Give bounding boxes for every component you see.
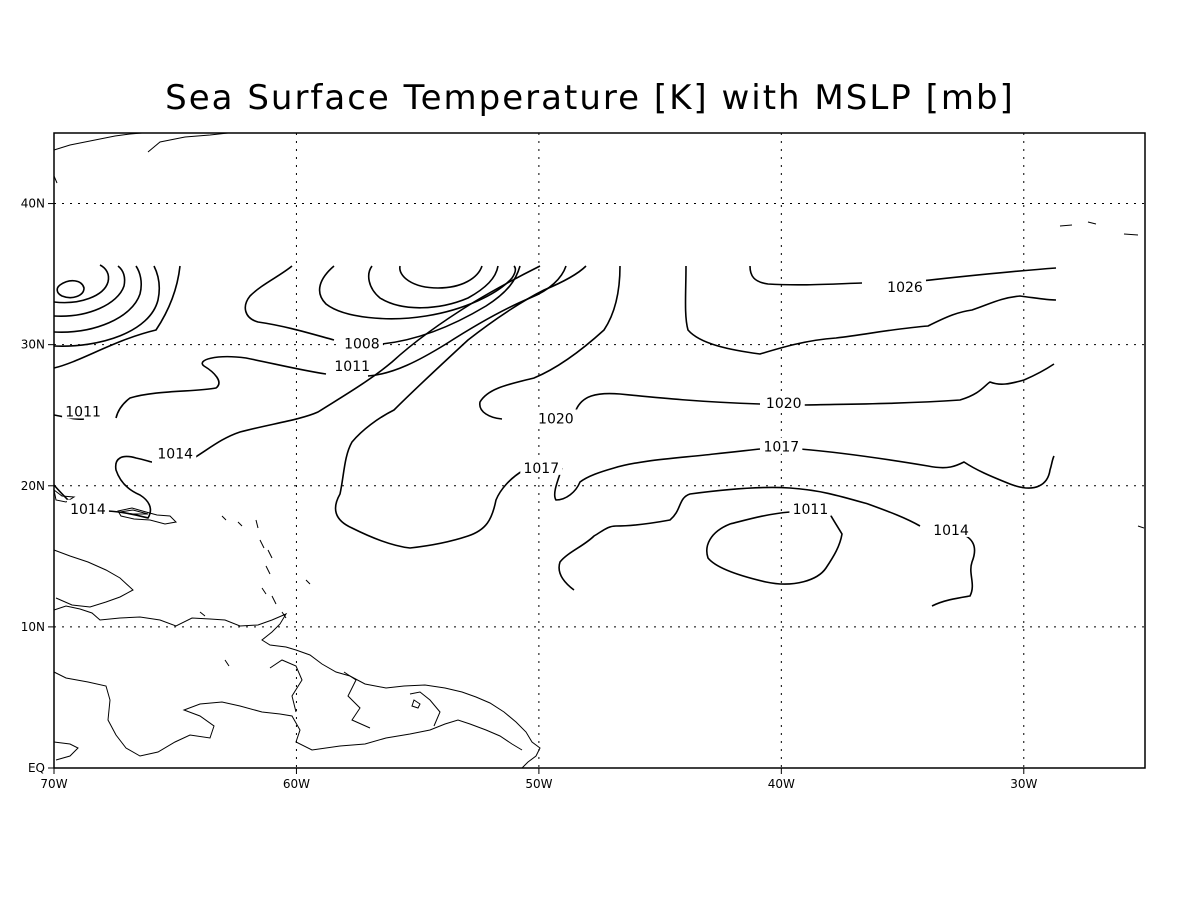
contour-1014-west — [53, 265, 541, 519]
contour-label-background — [930, 520, 973, 537]
map-frame — [53, 132, 1146, 769]
contour-label: 1017 — [764, 440, 800, 456]
coastline-lesser-antilles — [199, 515, 311, 667]
contour-high-ring-1 — [318, 265, 517, 320]
x-tick-label: 70W — [40, 777, 67, 791]
contour-low-ring-2 — [53, 265, 126, 317]
contour-label-background — [154, 444, 197, 461]
contour-label-background — [340, 334, 383, 351]
contour-1023-closure — [684, 265, 1057, 355]
contour-label: 1014 — [157, 447, 193, 463]
contour-1017-east — [553, 448, 1055, 501]
y-tick-label: EQ — [28, 761, 45, 775]
contour-label: 1011 — [334, 359, 370, 375]
contour-labels: 1026 1008 1011 1011 1020 1020 1014 1017 1017 1014… — [62, 278, 973, 539]
contour-1011-west — [53, 265, 181, 369]
contour-label-background — [760, 437, 803, 454]
contour-label-background — [883, 278, 926, 295]
x-tick-label: 60W — [283, 777, 310, 791]
contour-1014-east — [558, 486, 976, 607]
contour-label-background — [520, 458, 563, 475]
y-tick-label: 20N — [21, 479, 45, 493]
contour-1011-southwest — [53, 265, 567, 421]
contour-label-background — [789, 499, 832, 516]
y-tick-label: 10N — [21, 620, 45, 634]
contour-1020-west — [479, 265, 621, 420]
x-tick-label: 50W — [525, 777, 552, 791]
map-title: Sea Surface Temperature [K] with MSLP [m… — [165, 78, 1015, 118]
contour-label: 1014 — [70, 502, 106, 518]
contour-low-ring-4 — [53, 265, 161, 347]
contour-1017-west — [334, 265, 587, 549]
mslp-contours — [53, 264, 1057, 607]
coastline-north-america — [53, 132, 229, 184]
contour-label-background — [534, 409, 577, 426]
coastline-south-america — [53, 659, 523, 761]
contour-label: 1020 — [538, 411, 574, 427]
contour-label-background — [62, 402, 105, 419]
contour-label: 1011 — [65, 404, 101, 420]
contour-label-background — [66, 499, 109, 516]
contour-label-background — [331, 357, 374, 374]
coastline-azores — [1059, 221, 1145, 529]
coastline-caribbean-south — [53, 605, 541, 769]
coastlines — [53, 132, 1145, 769]
contour-high-ring-3 — [399, 265, 483, 289]
contour-low-ring-3 — [53, 265, 143, 333]
coastline-central-america — [53, 549, 134, 608]
y-tick-label: 40N — [21, 197, 45, 211]
x-tick-label: 30W — [1010, 777, 1037, 791]
x-tick-label: 40W — [768, 777, 795, 791]
axis-ticks: 70W 60W 50W 40W 30W EQ 10N 20N 30N 40N — [21, 197, 1038, 791]
contour-low-core-west — [56, 279, 85, 299]
contour-label: 1008 — [344, 337, 380, 353]
contour-label: 1011 — [793, 502, 829, 518]
contour-high-ring-2 — [367, 265, 499, 309]
grid-lines — [54, 133, 1145, 768]
contour-label: 1014 — [933, 523, 969, 539]
contour-label: 1017 — [523, 461, 559, 477]
contour-label: 1020 — [766, 396, 802, 412]
contour-label-background — [762, 393, 805, 410]
contour-1011-east — [706, 511, 843, 585]
y-tick-label: 30N — [21, 338, 45, 352]
contour-low-ring-1 — [53, 264, 110, 304]
contour-label: 1026 — [887, 280, 923, 296]
